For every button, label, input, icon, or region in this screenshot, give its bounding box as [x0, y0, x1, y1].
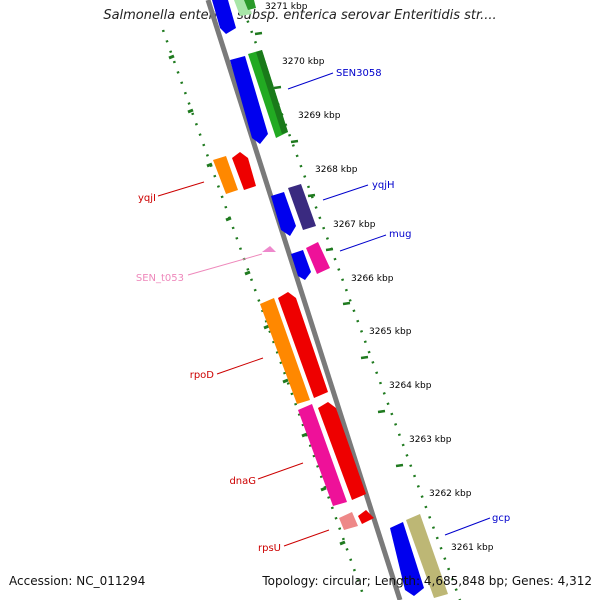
- connector-rpoD: [216, 357, 264, 375]
- gene-feature-red: [358, 510, 374, 524]
- inner-dotted-ruler: [161, 29, 367, 600]
- gene-label-rpsU: rpsU: [258, 543, 281, 554]
- gene-feature-darkgreen: [256, 50, 288, 134]
- tick-label: 3266 kbp: [351, 274, 394, 284]
- gene-label-yqjH: yqjH: [372, 180, 395, 191]
- gene-feature-blue: [390, 522, 424, 596]
- tick-mark: [168, 54, 175, 60]
- connector-yqjH: [322, 184, 369, 201]
- gene-feature-magenta: [306, 242, 330, 274]
- tick-mark: [206, 162, 213, 168]
- tick-mark: [395, 463, 404, 468]
- tick-mark: [320, 486, 327, 492]
- tick-mark: [307, 193, 316, 198]
- connector-mug: [339, 234, 387, 252]
- connector-SEN3058: [287, 72, 334, 90]
- accession-text: Accession: NC_011294: [9, 574, 146, 588]
- gene-feature-red: [232, 152, 256, 190]
- tick-label: 3271 kbp: [265, 2, 308, 12]
- label-connectors: [157, 72, 491, 547]
- gene-feature-blue: [212, 0, 236, 34]
- topology-summary-text: Topology: circular; Length: 4,685,848 bp…: [262, 574, 592, 588]
- gene-label-gcp: gcp: [492, 513, 510, 524]
- gene-feature-orange: [260, 298, 310, 404]
- gene-label-SEN3058: SEN3058: [336, 68, 382, 79]
- gene-feature-pink-trna: [262, 246, 276, 252]
- connector-gcp: [444, 517, 491, 536]
- connector-SEN_t053: [187, 253, 263, 276]
- tick-label: 3268 kbp: [315, 165, 358, 175]
- tick-label: 3267 kbp: [333, 220, 376, 230]
- tick-label: 3261 kbp: [451, 543, 494, 553]
- connector-yqjI: [157, 181, 205, 197]
- gene-label-rpoD: rpoD: [190, 370, 215, 381]
- tick-mark: [263, 324, 270, 330]
- tick-mark: [360, 355, 369, 360]
- tick-mark: [187, 108, 194, 114]
- gene-feature-orange: [213, 156, 238, 194]
- connector-dnaG: [257, 462, 304, 480]
- gene-label-SEN_t053: SEN_t053: [136, 273, 184, 284]
- tick-mark: [325, 247, 334, 252]
- gene-feature-darkpurple: [288, 184, 316, 230]
- gene-feature-blue: [230, 56, 268, 144]
- gene-features: [212, 0, 448, 598]
- gene-feature-blue: [271, 192, 296, 236]
- tick-mark: [377, 409, 386, 414]
- tick-label: 3264 kbp: [389, 381, 432, 391]
- tick-label: 3262 kbp: [429, 489, 472, 499]
- connector-rpsU: [283, 529, 330, 547]
- tick-label: 3269 kbp: [298, 111, 341, 121]
- tick-mark: [282, 378, 289, 384]
- tick-mark: [342, 301, 351, 306]
- outer-dotted-ruler: [238, 0, 462, 600]
- gene-label-dnaG: dnaG: [229, 476, 256, 487]
- tick-mark: [290, 139, 299, 144]
- gene-feature-red: [318, 402, 366, 500]
- gene-label-mug: mug: [389, 229, 411, 240]
- tick-label: 3263 kbp: [409, 435, 452, 445]
- tick-mark: [273, 85, 282, 90]
- gene-feature-magenta: [298, 404, 347, 506]
- genome-backbone: [205, 0, 403, 600]
- tick-label: 3265 kbp: [369, 327, 412, 337]
- gene-feature-khaki: [406, 514, 448, 598]
- tick-label: 3270 kbp: [282, 57, 325, 67]
- map-title: Salmonella enterica subsp. enterica sero…: [103, 8, 497, 23]
- gene-label-yqjI: yqjI: [138, 193, 156, 204]
- ruler-guides: [161, 0, 462, 600]
- tick-mark: [301, 432, 308, 438]
- gene-feature-pink: [339, 512, 358, 530]
- gene-feature-red: [278, 292, 328, 398]
- gene-feature-green: [244, 0, 256, 10]
- tick-mark: [244, 270, 251, 276]
- tick-mark: [225, 216, 232, 222]
- gene-feature-blue: [291, 250, 311, 280]
- tick-mark: [254, 31, 263, 36]
- tick-mark: [339, 540, 346, 546]
